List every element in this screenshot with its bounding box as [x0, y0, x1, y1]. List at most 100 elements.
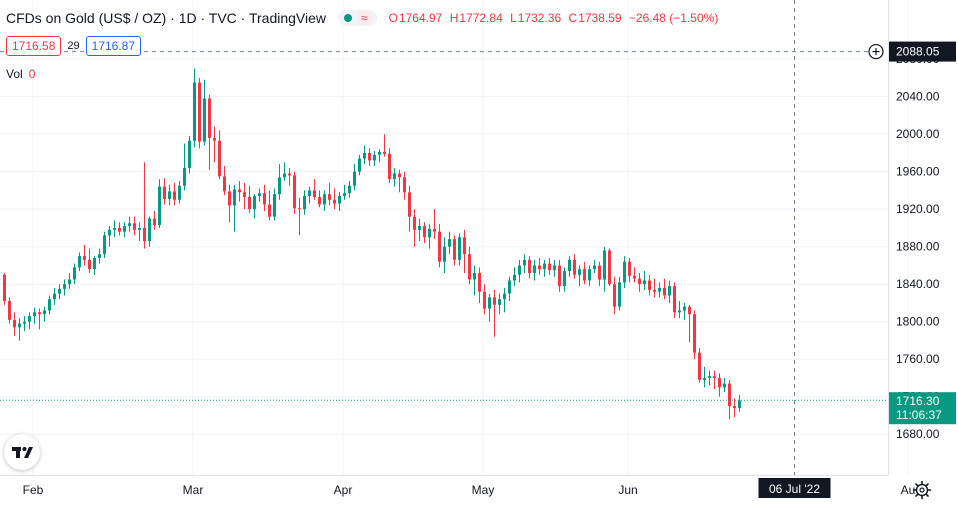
volume-legend[interactable]: Vol 0 — [6, 67, 35, 81]
spread-value: 29 — [67, 40, 80, 52]
price-axis-tick-label: 1680.00 — [896, 427, 940, 441]
overlay-layer: 1680.001720.001760.001800.001840.001880.… — [0, 0, 956, 498]
candles-layer — [3, 68, 741, 420]
price-axis-tick-label: 1840.00 — [896, 277, 940, 291]
candle-up — [98, 254, 101, 258]
candle-down — [313, 190, 316, 197]
symbol-header: CFDs on Gold (US$ / OZ) · 1D · TVC · Tra… — [6, 8, 718, 28]
candle-down — [548, 263, 551, 271]
candle-down — [423, 226, 426, 238]
candle-down — [8, 301, 11, 320]
candle-down — [558, 265, 561, 287]
candle-down — [538, 265, 541, 270]
status-badges[interactable]: ≈ — [338, 10, 377, 26]
candle-up — [138, 227, 141, 230]
tradingview-logo[interactable] — [4, 434, 40, 470]
candle-up — [593, 265, 596, 270]
candle-up — [443, 246, 446, 262]
candle-down — [88, 259, 91, 270]
wave-icon[interactable]: ≈ — [358, 11, 371, 25]
candle-up — [588, 269, 591, 281]
candle-down — [733, 406, 736, 408]
candle-up — [28, 316, 31, 322]
candle-up — [63, 284, 66, 289]
candle-down — [228, 191, 231, 206]
candle-down — [263, 193, 266, 205]
candle-up — [108, 229, 111, 236]
candle-down — [38, 312, 41, 315]
candle-down — [288, 173, 291, 176]
high-value: 1772.84 — [459, 11, 503, 25]
candle-up — [158, 186, 161, 226]
buy-button[interactable]: 1716.87 — [85, 36, 142, 56]
candle-down — [383, 151, 386, 154]
candle-down — [173, 191, 176, 200]
candle-down — [298, 208, 301, 210]
candle-up — [618, 282, 621, 307]
candle-up — [128, 223, 131, 227]
price-axis-tick-label: 2000.00 — [896, 127, 940, 141]
candle-down — [3, 274, 6, 302]
candle-up — [363, 152, 366, 159]
candle-up — [603, 250, 606, 280]
high-label: H — [449, 11, 459, 25]
candle-up — [373, 154, 376, 161]
candle-down — [198, 82, 201, 142]
volume-label: Vol — [6, 67, 23, 81]
candle-up — [563, 271, 566, 287]
candle-up — [503, 293, 506, 300]
candle-down — [213, 137, 216, 141]
time-axis-tick-label: Au — [901, 483, 916, 497]
time-axis-tick-label: May — [472, 483, 495, 497]
time-axis-tick-label: Mar — [183, 483, 204, 497]
candle-up — [448, 239, 451, 247]
candle-up — [303, 196, 306, 210]
candle-up — [178, 185, 181, 200]
sell-button[interactable]: 1716.58 — [6, 36, 62, 56]
candle-down — [218, 140, 221, 177]
candle-up — [683, 306, 686, 311]
candle-down — [693, 314, 696, 353]
candle-down — [663, 287, 666, 296]
candle-up — [533, 265, 536, 273]
candle-up — [23, 321, 26, 324]
symbol-title[interactable]: CFDs on Gold (US$ / OZ) · 1D · TVC · Tra… — [6, 10, 327, 26]
settings-gear-icon[interactable] — [912, 480, 932, 500]
candle-down — [13, 319, 16, 328]
price-axis[interactable] — [888, 0, 958, 475]
candle-up — [148, 218, 151, 242]
candle-up — [203, 98, 206, 142]
candle-up — [348, 185, 351, 194]
candle-up — [668, 286, 671, 296]
candle-up — [323, 194, 326, 205]
candle-down — [483, 291, 486, 309]
time-axis[interactable] — [0, 475, 888, 508]
candle-down — [608, 250, 611, 285]
candle-up — [498, 299, 501, 305]
time-axis-tick-label: Feb — [23, 483, 44, 497]
candle-up — [428, 228, 431, 238]
candle-down — [613, 284, 616, 307]
candle-down — [463, 237, 466, 255]
candle-up — [278, 177, 281, 195]
candle-down — [268, 204, 271, 217]
candle-up — [78, 256, 81, 268]
candle-up — [553, 265, 556, 271]
candle-down — [648, 280, 651, 290]
candle-up — [708, 376, 711, 378]
low-label: L — [510, 11, 517, 25]
candle-up — [518, 265, 521, 275]
candle-up — [488, 297, 491, 309]
candle-up — [183, 167, 186, 186]
candle-up — [43, 310, 46, 315]
candle-down — [238, 189, 241, 193]
open-value: 1764.97 — [398, 11, 443, 25]
candle-down — [408, 192, 411, 217]
candle-up — [33, 312, 36, 317]
candle-up — [193, 82, 196, 141]
candle-up — [543, 263, 546, 270]
candle-down — [718, 377, 721, 388]
price-axis-tick-label: 1960.00 — [896, 165, 940, 179]
